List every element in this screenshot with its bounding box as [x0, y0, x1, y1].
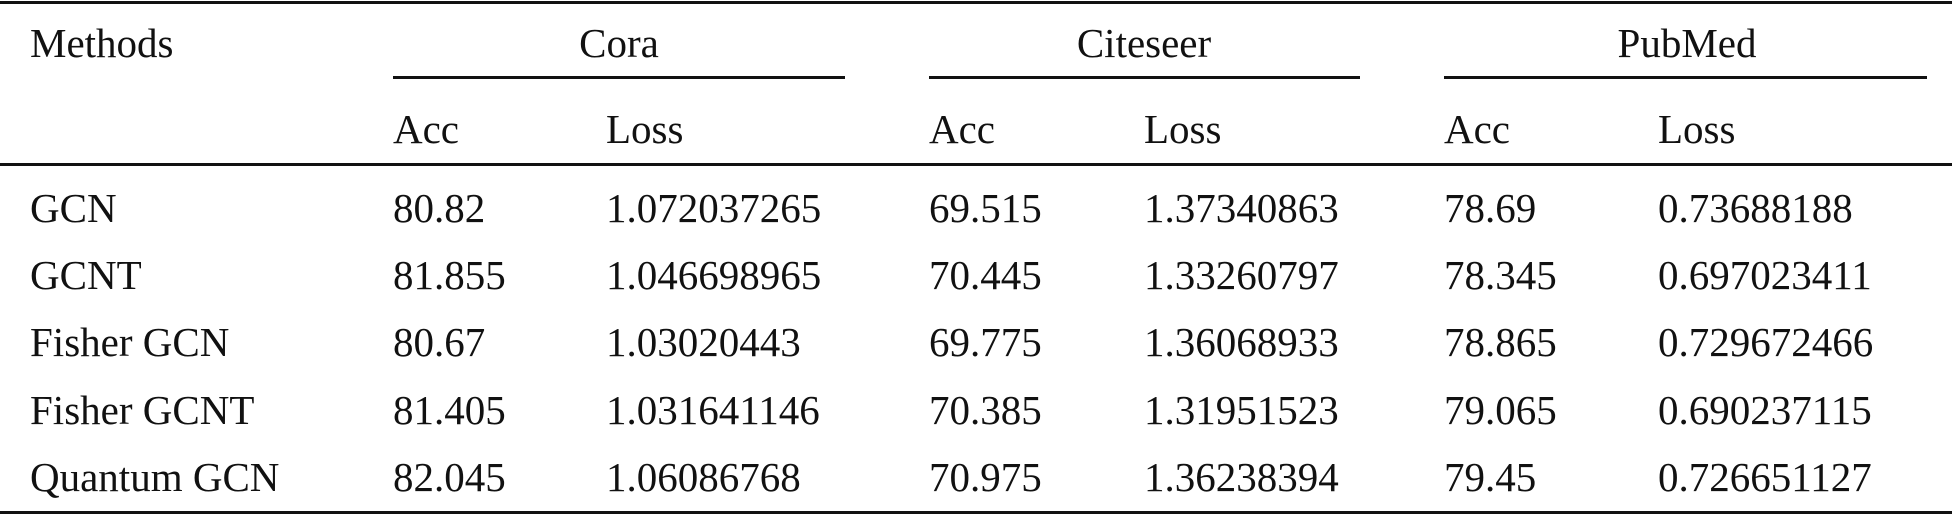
citeseer-group-rule [929, 76, 1360, 79]
cora-loss-header: Loss [606, 106, 684, 152]
citeseer-loss-cell: 1.33260797 [1144, 252, 1339, 298]
pubmed-loss-cell: 0.690237115 [1658, 387, 1872, 433]
dataset-header-citeseer: Citeseer [1076, 20, 1212, 66]
header-rule [0, 163, 1952, 166]
pubmed-loss-cell: 0.729672466 [1658, 319, 1874, 365]
top-rule [0, 1, 1952, 4]
cora-acc-cell: 80.82 [393, 185, 486, 231]
citeseer-loss-cell: 1.31951523 [1144, 387, 1339, 433]
row-method: Fisher GCNT [30, 387, 255, 433]
pubmed-acc-cell: 79.065 [1444, 387, 1557, 433]
cora-loss-cell: 1.06086768 [606, 454, 801, 500]
citeseer-acc-header: Acc [929, 106, 996, 152]
pubmed-loss-cell: 0.697023411 [1658, 252, 1872, 298]
pubmed-loss-cell: 0.73688188 [1658, 185, 1853, 231]
dataset-header-cora: Cora [579, 20, 659, 66]
pubmed-acc-cell: 79.45 [1444, 454, 1537, 500]
pubmed-loss-cell: 0.726651127 [1658, 454, 1872, 500]
cora-acc-cell: 81.405 [393, 387, 506, 433]
citeseer-acc-cell: 69.515 [929, 185, 1042, 231]
citeseer-loss-cell: 1.36238394 [1144, 454, 1339, 500]
citeseer-acc-cell: 70.385 [929, 387, 1042, 433]
pubmed-group-rule [1444, 76, 1927, 79]
pubmed-acc-cell: 78.69 [1444, 185, 1537, 231]
row-method: GCN [30, 185, 117, 231]
cora-group-rule [393, 76, 845, 79]
cora-loss-cell: 1.072037265 [606, 185, 822, 231]
cora-acc-cell: 80.67 [393, 319, 486, 365]
row-method: Quantum GCN [30, 454, 280, 500]
methods-header: Methods [30, 20, 174, 66]
citeseer-acc-cell: 70.975 [929, 454, 1042, 500]
pubmed-acc-header: Acc [1444, 106, 1511, 152]
citeseer-acc-cell: 70.445 [929, 252, 1042, 298]
row-method: GCNT [30, 252, 142, 298]
pubmed-acc-cell: 78.865 [1444, 319, 1557, 365]
pubmed-loss-header: Loss [1658, 106, 1736, 152]
bottom-rule [0, 511, 1952, 514]
cora-loss-cell: 1.031641146 [606, 387, 820, 433]
citeseer-acc-cell: 69.775 [929, 319, 1042, 365]
cora-acc-cell: 81.855 [393, 252, 506, 298]
citeseer-loss-cell: 1.37340863 [1144, 185, 1339, 231]
cora-acc-header: Acc [393, 106, 460, 152]
dataset-header-pubmed: PubMed [1617, 20, 1757, 66]
cora-loss-cell: 1.046698965 [606, 252, 822, 298]
row-method: Fisher GCN [30, 319, 230, 365]
pubmed-acc-cell: 78.345 [1444, 252, 1557, 298]
cora-loss-cell: 1.03020443 [606, 319, 801, 365]
citeseer-loss-cell: 1.36068933 [1144, 319, 1339, 365]
citeseer-loss-header: Loss [1144, 106, 1222, 152]
cora-acc-cell: 82.045 [393, 454, 506, 500]
